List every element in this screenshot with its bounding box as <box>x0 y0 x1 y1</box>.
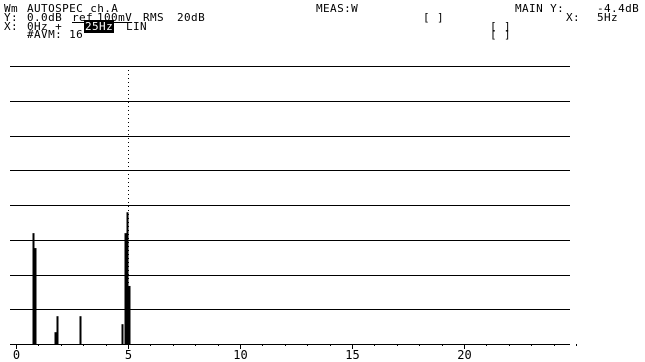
main-cursor-x-value: 5Hz <box>597 11 619 24</box>
main-cursor-y-label: MAIN Y: <box>515 2 565 15</box>
averaging-count: #AVM: 16 <box>27 28 84 41</box>
x-tick-label: 20 <box>457 348 471 362</box>
x-start-freq: 0Hz + <box>27 20 63 33</box>
x-tick-label: 10 <box>233 348 247 362</box>
y-axis-label: Y: <box>4 11 19 24</box>
meas-type-label: MEAS:W <box>316 2 359 15</box>
measurement-title: AUTOSPEC ch.A <box>27 2 119 15</box>
channel-mode-code: Wm <box>4 2 19 15</box>
x-tick-label: 5 <box>125 348 132 362</box>
main-cursor-x-label: X: <box>566 11 581 24</box>
x-scale: LIN <box>126 20 148 33</box>
ref-label: ref <box>72 11 94 24</box>
x-tick-label: 15 <box>345 348 359 362</box>
x-tick-label: 0 <box>13 348 20 362</box>
y-level: 0.0dB <box>27 11 63 24</box>
x-axis-label: X: <box>4 20 19 33</box>
status-box: [ ] <box>423 11 445 24</box>
x-span-value: 25Hz <box>84 20 115 33</box>
x-span: 25Hz <box>84 20 115 33</box>
db-range: 20dB <box>177 11 206 24</box>
status-box-2: [ ] <box>490 20 512 33</box>
main-cursor-y-value: -4.4dB <box>597 2 640 15</box>
status-box-3: [ ] <box>490 28 512 41</box>
detector-mode: RMS <box>143 11 165 24</box>
ref-value: 100mV <box>97 11 133 24</box>
